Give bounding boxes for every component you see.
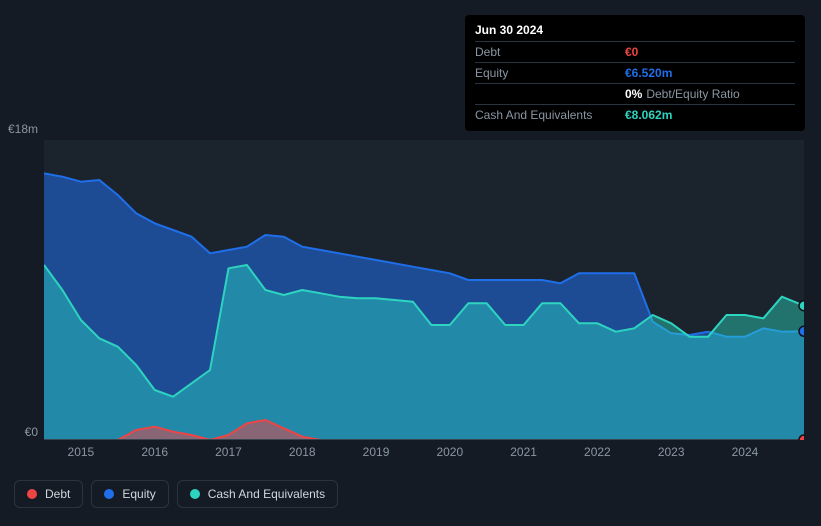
legend-item-label: Cash And Equivalents bbox=[208, 487, 325, 501]
y-axis-bottom-label: €0 bbox=[8, 425, 38, 439]
tooltip-row-value: €0 bbox=[625, 45, 638, 59]
tooltip-row-label bbox=[475, 87, 625, 101]
x-tick: 2016 bbox=[141, 445, 168, 459]
x-tick: 2022 bbox=[584, 445, 611, 459]
tooltip-row: Cash And Equivalents€8.062m bbox=[475, 104, 795, 125]
legend-item-equity[interactable]: Equity bbox=[91, 480, 168, 508]
x-tick: 2023 bbox=[658, 445, 685, 459]
tooltip-row-label: Debt bbox=[475, 45, 625, 59]
tooltip-row-value: 0%Debt/Equity Ratio bbox=[625, 87, 740, 101]
legend-item-label: Debt bbox=[45, 487, 70, 501]
plot-svg[interactable] bbox=[44, 140, 804, 440]
end-marker-equity bbox=[799, 326, 804, 336]
tooltip-row-value: €6.520m bbox=[625, 66, 672, 80]
legend: Debt Equity Cash And Equivalents bbox=[14, 480, 338, 508]
legend-swatch-icon bbox=[27, 489, 37, 499]
tooltip-row-value: €8.062m bbox=[625, 108, 672, 122]
chart-tooltip: Jun 30 2024 Debt€0Equity€6.520m0%Debt/Eq… bbox=[465, 15, 805, 131]
x-tick: 2024 bbox=[732, 445, 759, 459]
x-tick: 2021 bbox=[510, 445, 537, 459]
legend-item-cash[interactable]: Cash And Equivalents bbox=[177, 480, 338, 508]
x-tick: 2015 bbox=[68, 445, 95, 459]
tooltip-row: 0%Debt/Equity Ratio bbox=[475, 83, 795, 104]
legend-item-label: Equity bbox=[122, 487, 155, 501]
chart-area: €18m €0 20152016201720182019202020212022… bbox=[14, 120, 807, 475]
tooltip-row-label: Cash And Equivalents bbox=[475, 108, 625, 122]
legend-swatch-icon bbox=[104, 489, 114, 499]
tooltip-row: Debt€0 bbox=[475, 41, 795, 62]
tooltip-row-label: Equity bbox=[475, 66, 625, 80]
tooltip-row-suffix: Debt/Equity Ratio bbox=[646, 87, 739, 101]
tooltip-date: Jun 30 2024 bbox=[475, 21, 795, 41]
x-tick: 2018 bbox=[289, 445, 316, 459]
x-tick: 2019 bbox=[363, 445, 390, 459]
y-axis-top-label: €18m bbox=[8, 122, 38, 136]
legend-swatch-icon bbox=[190, 489, 200, 499]
tooltip-row: Equity€6.520m bbox=[475, 62, 795, 83]
x-tick: 2020 bbox=[436, 445, 463, 459]
x-tick: 2017 bbox=[215, 445, 242, 459]
legend-item-debt[interactable]: Debt bbox=[14, 480, 83, 508]
x-axis: 2015 2016 2017 2018 2019 2020 2021 2022 2023 2024 bbox=[44, 445, 804, 463]
end-marker-cash bbox=[799, 301, 804, 311]
